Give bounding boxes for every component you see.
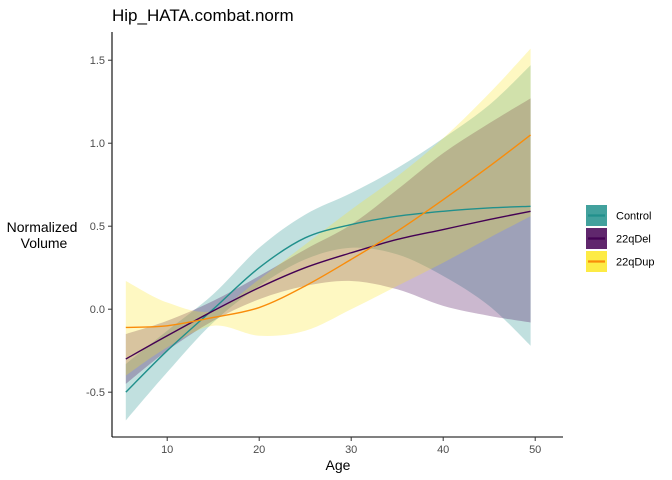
y-axis-title-line-2: Volume [21,235,68,251]
x-tick-label: 20 [253,444,265,456]
legend-label: Control [616,211,651,223]
y-tick-label: 1.5 [90,55,105,67]
x-tick-label: 40 [437,444,449,456]
y-axis-title-line-1: Normalized [7,219,78,235]
y-tick-label: -0.5 [86,387,105,399]
confidence-bands [125,48,531,421]
trend-lines [125,134,532,393]
x-tick-label: 50 [529,444,541,456]
x-tick-label: 30 [345,444,357,456]
x-axis-title: Age [326,457,351,473]
legend-item-22qdup: 22qDup [586,251,655,272]
legend-label: 22qDel [616,234,651,246]
legend: Control 22qDel 22qDup [586,205,655,272]
legend-item-22qdel: 22qDel [586,228,651,249]
axes: 10 20 30 40 50 -0.5 0.0 0.5 1.0 1.5 [86,32,563,456]
line-22qdup [125,134,532,329]
band-22qdup [125,48,531,376]
line-control [125,205,531,393]
legend-item-control: Control [586,205,651,226]
chart-title: Hip_HATA.combat.norm [112,6,294,25]
y-tick-label: 1.0 [90,138,105,150]
legend-label: 22qDup [616,257,655,269]
y-axis-title: Normalized Volume [7,219,82,251]
y-tick-label: 0.0 [90,304,105,316]
x-tick-label: 10 [161,444,173,456]
band-22qdel [125,98,531,384]
y-tick-label: 0.5 [90,221,105,233]
line-22qdel [125,210,531,360]
band-control [125,65,531,421]
